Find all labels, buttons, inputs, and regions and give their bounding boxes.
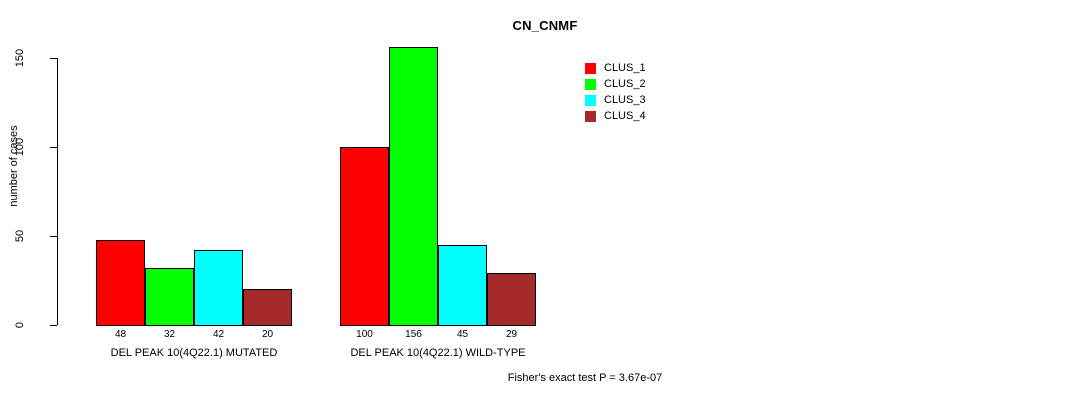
legend-swatch-icon xyxy=(585,62,596,74)
bar-value-label: 20 xyxy=(261,329,274,340)
y-tick-mark xyxy=(50,58,57,59)
x-axis-group-label: DEL PEAK 10(4Q22.1) MUTATED xyxy=(110,347,278,359)
legend-item-clus_3[interactable]: CLUS_3 xyxy=(585,92,646,108)
legend: CLUS_1 CLUS_2 CLUS_3 CLUS_4 xyxy=(585,60,646,124)
legend-swatch-icon xyxy=(585,94,596,106)
bar-value-label: 156 xyxy=(405,329,422,340)
legend-item-clus_4[interactable]: CLUS_4 xyxy=(585,108,646,124)
bar-clus_1-group1[interactable] xyxy=(96,240,145,326)
y-tick-mark xyxy=(50,325,57,326)
bar-value-label: 42 xyxy=(212,329,225,340)
bar-clus_3-group2[interactable] xyxy=(438,245,487,326)
y-tick-mark xyxy=(50,236,57,237)
footer-annotation-text: Fisher's exact test P = 3.67e-07 xyxy=(507,372,663,384)
bar-clus_2-group1[interactable] xyxy=(145,268,194,326)
bar-value-label: 45 xyxy=(456,329,469,340)
bar-value-label: 29 xyxy=(505,329,518,340)
legend-item-label: CLUS_4 xyxy=(604,110,646,122)
legend-item-clus_2[interactable]: CLUS_2 xyxy=(585,76,646,92)
footer-annotation: Fisher's exact test P = 3.67e-07 xyxy=(0,372,1090,384)
bar-clus_4-group1[interactable] xyxy=(243,289,292,326)
x-axis-group-label: DEL PEAK 10(4Q22.1) WILD-TYPE xyxy=(350,347,526,359)
y-axis-line xyxy=(57,58,58,325)
bar-value-label: 100 xyxy=(356,329,373,340)
y-tick-mark xyxy=(50,147,57,148)
legend-item-label: CLUS_1 xyxy=(604,62,646,74)
legend-item-label: CLUS_2 xyxy=(604,78,646,90)
legend-item-clus_1[interactable]: CLUS_1 xyxy=(585,60,646,76)
legend-item-label: CLUS_3 xyxy=(604,94,646,106)
page-title: CN_CNMF xyxy=(512,18,578,33)
bar-clus_3-group1[interactable] xyxy=(194,250,243,326)
bar-value-label: 48 xyxy=(114,329,127,340)
bar-clus_1-group2[interactable] xyxy=(340,147,389,326)
legend-swatch-icon xyxy=(585,110,596,122)
bar-clus_4-group2[interactable] xyxy=(487,273,536,326)
bar-value-label: 32 xyxy=(163,329,176,340)
bar-clus_2-group2[interactable] xyxy=(389,47,438,326)
legend-swatch-icon xyxy=(585,78,596,90)
